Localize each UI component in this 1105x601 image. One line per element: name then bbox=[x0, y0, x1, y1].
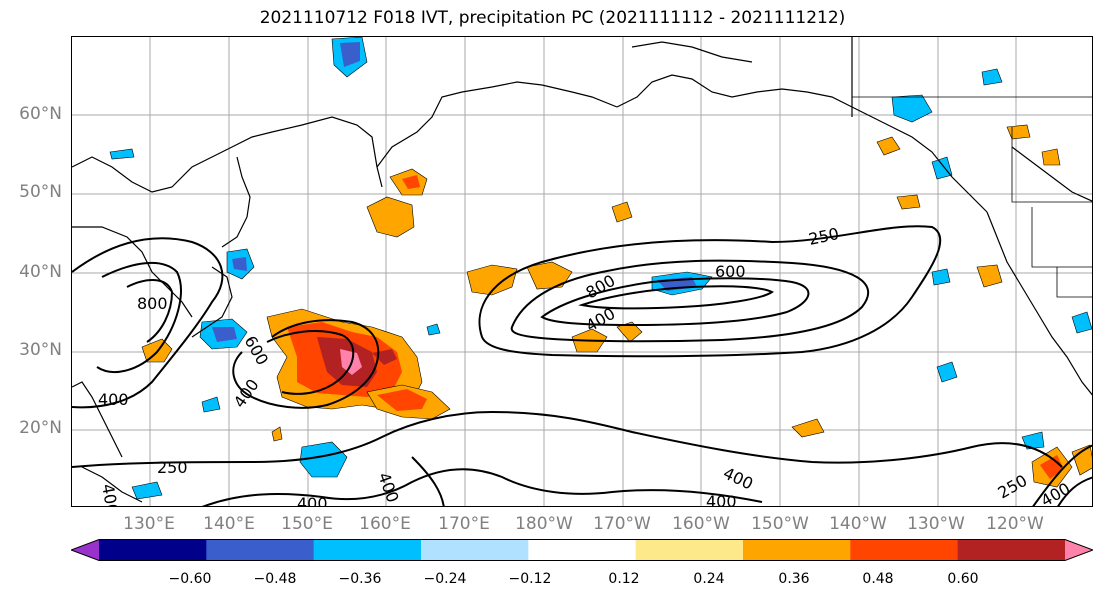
lon-label-150e: 150°E bbox=[281, 514, 333, 534]
colorbar-extend-high bbox=[1065, 539, 1093, 561]
colorbar-tick: −0.48 bbox=[253, 571, 297, 587]
lon-label-130w: 130°W bbox=[907, 514, 965, 534]
colorbar-tick: −0.36 bbox=[338, 571, 382, 587]
lon-label-150w: 150°W bbox=[751, 514, 809, 534]
contour-label-400-west: 400 bbox=[98, 390, 129, 409]
contour-label-400-sw: 400 bbox=[98, 482, 122, 507]
colorbar-segment bbox=[206, 539, 315, 561]
colorbar-segment bbox=[635, 539, 744, 561]
lon-label-140e: 140°E bbox=[203, 514, 255, 534]
map-canvas: 250 600 800 400 800 400 600 400 250 400 … bbox=[72, 37, 1092, 507]
colorbar-tick: 0.24 bbox=[693, 571, 725, 587]
lon-label-180w: 180°W bbox=[515, 514, 573, 534]
contour-label-250-sw: 250 bbox=[157, 458, 188, 477]
contour-label-400-se2: 400 bbox=[706, 492, 737, 507]
colorbar-segment bbox=[99, 539, 207, 561]
lon-label-120w: 120°W bbox=[986, 514, 1044, 534]
colorbar bbox=[69, 539, 1095, 561]
contour-label-800-west: 800 bbox=[137, 294, 168, 313]
coastlines bbox=[72, 37, 1092, 503]
contour-label-250-east: 250 bbox=[807, 224, 841, 249]
colorbar-segment bbox=[313, 539, 422, 561]
lon-label-170e: 170°E bbox=[438, 514, 490, 534]
map-panel: 250 600 800 400 800 400 600 400 250 400 … bbox=[71, 36, 1093, 507]
contour-label-600-japan: 600 bbox=[241, 333, 273, 369]
precip-negative-areas bbox=[109, 37, 1092, 500]
lon-label-160e: 160°E bbox=[359, 514, 411, 534]
colorbar-segment bbox=[528, 539, 637, 561]
colorbar-tick: 0.12 bbox=[608, 571, 640, 587]
colorbar-segment bbox=[743, 539, 851, 561]
colorbar-extend-low bbox=[71, 539, 99, 561]
colorbar-tick: 0.60 bbox=[947, 571, 979, 587]
lon-label-130e: 130°E bbox=[123, 514, 175, 534]
lon-label-170w: 170°W bbox=[593, 514, 651, 534]
colorbar-segment bbox=[957, 539, 1066, 561]
lat-label-60n: 60°N bbox=[19, 104, 62, 124]
lat-label-30n: 30°N bbox=[19, 340, 62, 360]
lon-label-160w: 160°W bbox=[672, 514, 730, 534]
map-title: 2021110712 F018 IVT, precipitation PC (2… bbox=[259, 8, 846, 28]
ivt-contours bbox=[72, 225, 1092, 506]
contour-label-400-s2: 400 bbox=[374, 470, 402, 505]
colorbar-tick: 0.48 bbox=[862, 571, 894, 587]
lat-label-20n: 20°N bbox=[19, 418, 62, 438]
colorbar-tick: −0.24 bbox=[423, 571, 467, 587]
colorbar-tick: −0.12 bbox=[508, 571, 552, 587]
lat-label-40n: 40°N bbox=[19, 262, 62, 282]
colorbar-tick: 0.36 bbox=[778, 571, 810, 587]
colorbar-segment bbox=[421, 539, 529, 561]
precip-positive-areas bbox=[141, 124, 1092, 488]
borders bbox=[852, 96, 1092, 298]
contour-label-600-mid: 600 bbox=[715, 262, 746, 281]
lat-label-50n: 50°N bbox=[19, 182, 62, 202]
colorbar-tick: −0.60 bbox=[168, 571, 212, 587]
lon-label-140w: 140°W bbox=[829, 514, 887, 534]
colorbar-svg bbox=[69, 539, 1095, 561]
contour-label-250-se: 250 bbox=[995, 471, 1031, 503]
contour-label-400-south: 400 bbox=[297, 494, 328, 507]
contour-label-400-se: 400 bbox=[720, 463, 756, 493]
colorbar-segment bbox=[850, 539, 959, 561]
